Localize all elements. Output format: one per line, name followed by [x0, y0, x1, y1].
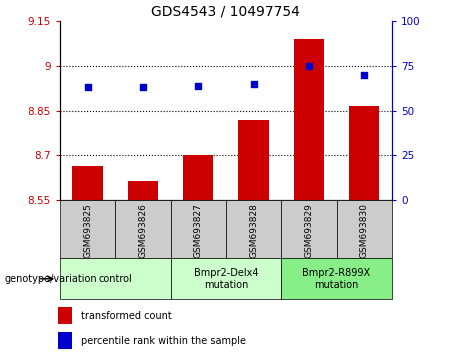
Bar — [226, 200, 281, 258]
Text: Bmpr2-R899X
mutation: Bmpr2-R899X mutation — [302, 268, 371, 290]
Bar — [281, 200, 337, 258]
Text: control: control — [98, 274, 132, 284]
Text: Bmpr2-Delx4
mutation: Bmpr2-Delx4 mutation — [194, 268, 258, 290]
Point — [139, 85, 147, 90]
Text: percentile rank within the sample: percentile rank within the sample — [81, 336, 246, 346]
Point — [250, 81, 257, 87]
Point — [361, 72, 368, 78]
Bar — [171, 200, 226, 258]
Bar — [294, 39, 324, 200]
Bar — [171, 258, 281, 299]
Point — [84, 85, 91, 90]
Text: GSM693830: GSM693830 — [360, 203, 369, 258]
Bar — [128, 181, 158, 200]
Bar — [72, 166, 103, 200]
Text: genotype/variation: genotype/variation — [5, 274, 97, 284]
Bar — [183, 155, 213, 200]
Text: GSM693826: GSM693826 — [138, 203, 148, 258]
Bar — [349, 106, 379, 200]
Bar — [60, 258, 171, 299]
Bar — [238, 120, 269, 200]
Bar — [337, 200, 392, 258]
Bar — [58, 307, 72, 324]
Text: GSM693828: GSM693828 — [249, 203, 258, 258]
Text: transformed count: transformed count — [81, 311, 171, 321]
Point — [305, 63, 313, 69]
Text: GSM693825: GSM693825 — [83, 203, 92, 258]
Bar — [60, 200, 115, 258]
Bar — [58, 332, 72, 349]
Text: GSM693829: GSM693829 — [304, 203, 313, 258]
Point — [195, 83, 202, 88]
Text: GSM693827: GSM693827 — [194, 203, 203, 258]
Bar — [281, 258, 392, 299]
Bar — [115, 200, 171, 258]
Title: GDS4543 / 10497754: GDS4543 / 10497754 — [152, 5, 300, 19]
